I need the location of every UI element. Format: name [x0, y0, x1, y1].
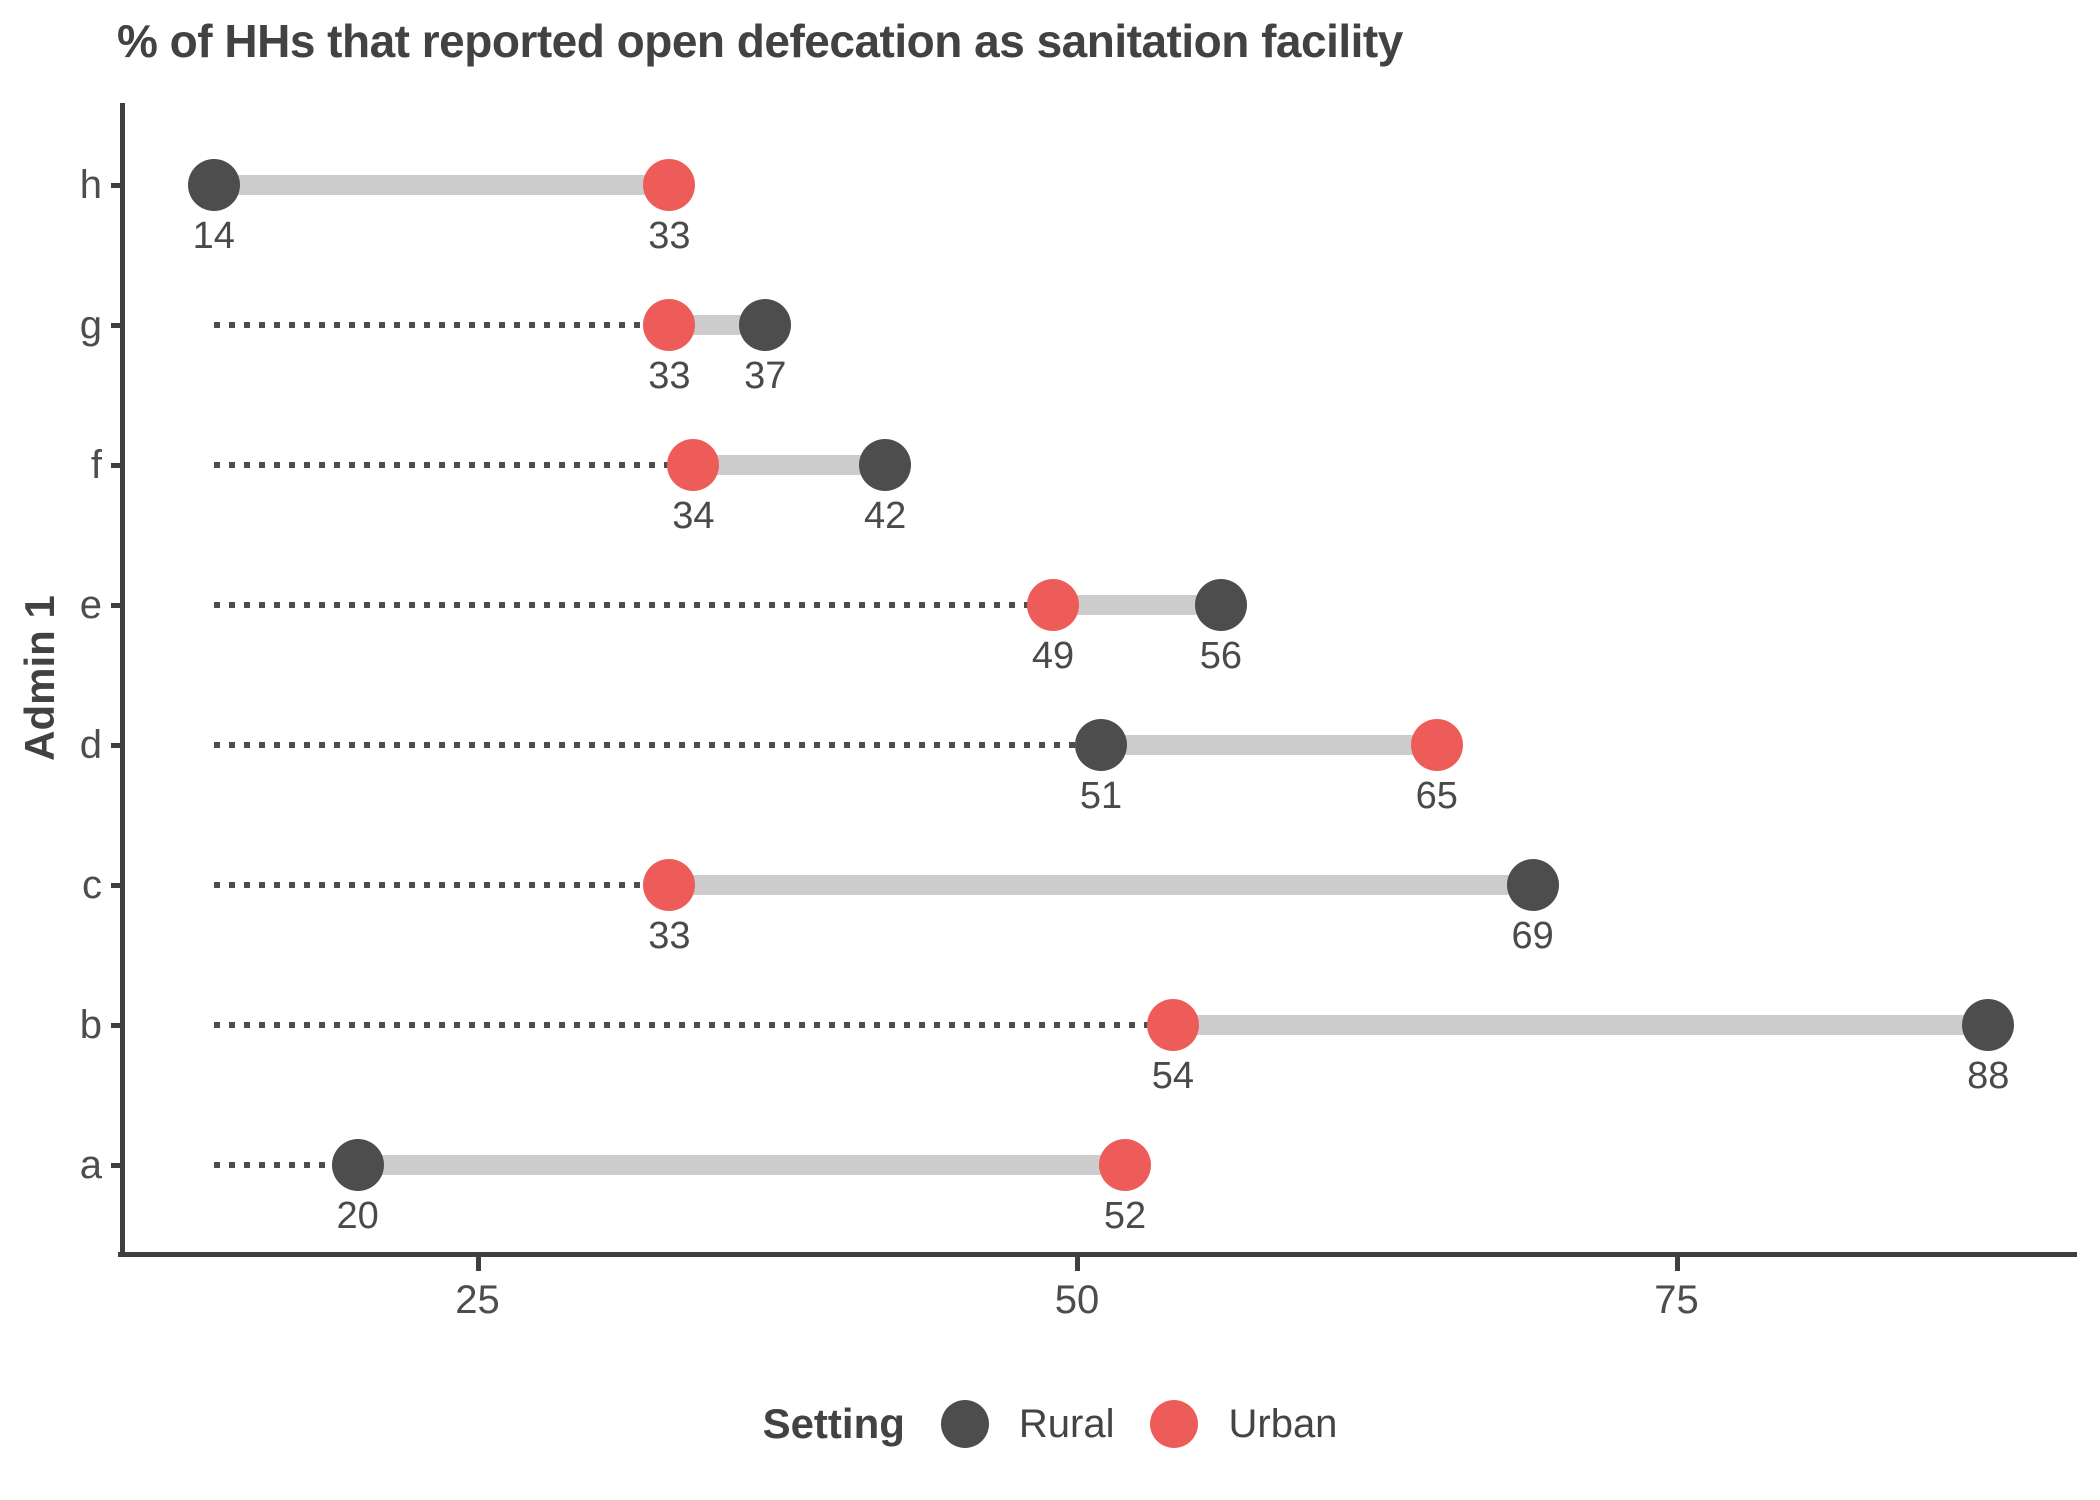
leader-line — [213, 1022, 1173, 1028]
urban-dot — [1410, 719, 1463, 771]
value-label: 54 — [1151, 1055, 1195, 1097]
legend: Setting Rural Urban — [0, 1400, 2100, 1448]
urban-dot — [1098, 1139, 1151, 1191]
leader-line — [213, 322, 670, 328]
dumbbell-connector — [693, 455, 886, 475]
dumbbell-connector — [357, 1155, 1125, 1175]
rural-dot — [1075, 719, 1127, 771]
value-label: 42 — [864, 495, 907, 537]
value-label: 34 — [672, 495, 715, 537]
legend-title: Setting — [762, 1400, 905, 1447]
leader-line — [213, 882, 670, 888]
y-axis-line — [120, 103, 125, 1257]
y-category-label: e — [79, 583, 102, 627]
y-tick — [111, 883, 125, 888]
rural-dot — [331, 1139, 384, 1191]
dumbbell-connector — [1172, 1015, 1989, 1035]
dumbbell-connector — [213, 175, 670, 195]
value-label: 33 — [648, 215, 691, 257]
y-category-label: d — [79, 723, 102, 767]
x-tick-label: 75 — [1654, 1278, 1699, 1322]
dumbbell-connector — [669, 875, 1533, 895]
y-tick — [111, 743, 125, 748]
value-label: 33 — [648, 915, 691, 957]
urban-dot — [1027, 579, 1080, 631]
leader-line — [213, 462, 694, 468]
leader-line — [213, 1162, 358, 1168]
value-label: 69 — [1511, 915, 1554, 957]
rural-dot — [1194, 579, 1247, 631]
dumbbell-connector — [1101, 735, 1437, 755]
dumbbell-connector — [1053, 595, 1221, 615]
rural-dot — [859, 439, 912, 491]
value-label: 33 — [648, 355, 691, 397]
value-label: 56 — [1199, 635, 1243, 677]
urban-legend-dot-icon — [1150, 1400, 1199, 1448]
value-label: 52 — [1103, 1195, 1147, 1237]
y-tick — [111, 603, 125, 608]
urban-dot — [643, 859, 696, 911]
value-label: 49 — [1031, 635, 1075, 677]
y-category-label: f — [90, 443, 102, 487]
y-category-label: b — [79, 1003, 102, 1047]
value-label: 88 — [1967, 1055, 2010, 1097]
legend-label-rural: Rural — [1018, 1401, 1115, 1446]
x-tick — [1674, 1257, 1680, 1271]
x-tick — [475, 1257, 481, 1271]
value-label: 65 — [1415, 775, 1458, 817]
x-tick-label: 25 — [455, 1278, 500, 1322]
rural-dot — [739, 299, 792, 351]
y-category-label: c — [82, 863, 102, 907]
rural-dot — [187, 159, 240, 211]
chart-title: % of HHs that reported open defecation a… — [117, 15, 1403, 67]
x-tick-label: 50 — [1054, 1278, 1100, 1322]
y-tick — [111, 183, 125, 188]
urban-dot — [667, 439, 720, 491]
y-tick — [111, 463, 125, 468]
urban-dot — [1146, 999, 1199, 1051]
leader-line — [213, 602, 1054, 608]
y-category-label: a — [79, 1143, 102, 1187]
urban-dot — [643, 159, 696, 211]
legend-item-rural: Rural — [940, 1400, 1115, 1448]
value-label: 37 — [744, 355, 787, 397]
x-axis-line — [118, 1252, 2077, 1257]
rural-legend-dot-icon — [940, 1400, 989, 1448]
y-tick — [111, 323, 125, 328]
value-label: 51 — [1079, 775, 1123, 817]
leader-line — [213, 742, 1101, 748]
legend-item-urban: Urban — [1150, 1400, 1337, 1448]
y-category-label: h — [79, 163, 102, 207]
y-tick — [111, 1023, 125, 1028]
rural-dot — [1506, 859, 1559, 911]
x-tick — [1075, 1257, 1081, 1271]
y-tick — [111, 1163, 125, 1168]
value-label: 14 — [192, 215, 235, 257]
y-category-label: g — [79, 303, 102, 347]
legend-label-urban: Urban — [1228, 1401, 1338, 1446]
value-label: 20 — [336, 1195, 379, 1237]
urban-dot — [643, 299, 696, 351]
rural-dot — [1962, 999, 2015, 1051]
